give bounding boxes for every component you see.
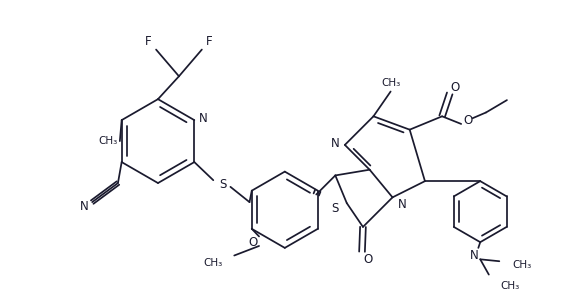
Text: CH₃: CH₃ [204,258,223,268]
Text: CH₃: CH₃ [513,260,532,270]
Text: CH₃: CH₃ [381,78,400,88]
Text: CH₃: CH₃ [99,136,118,146]
Text: O: O [363,253,373,266]
Text: O: O [249,236,258,249]
Text: F: F [206,36,213,49]
Text: N: N [80,200,89,213]
Text: S: S [332,202,339,215]
Text: N: N [199,112,207,125]
Text: F: F [145,36,152,49]
Text: N: N [331,136,340,149]
Text: O: O [463,114,472,127]
Text: CH₃: CH₃ [500,281,519,289]
Text: N: N [470,249,479,262]
Text: O: O [451,81,460,94]
Text: S: S [219,179,227,191]
Text: N: N [398,199,406,212]
